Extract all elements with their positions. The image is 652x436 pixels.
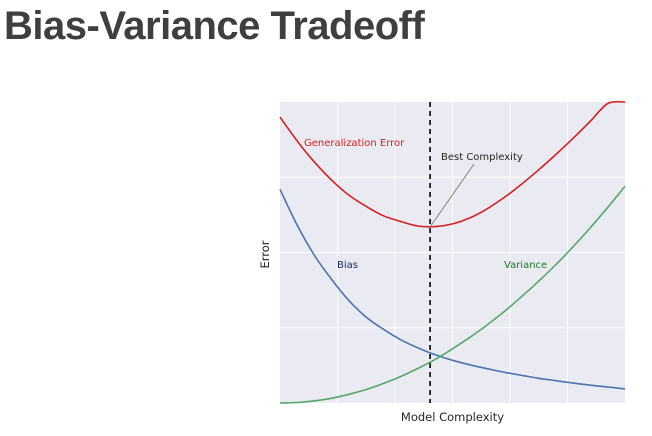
generalization-error-curve	[279, 100, 626, 228]
variance-label: Variance	[504, 260, 547, 271]
slide-title: Bias-Variance Tradeoff	[4, 4, 425, 48]
bias-curve	[279, 188, 626, 390]
series-labels: Bias Variance Generalization Error	[304, 138, 547, 271]
annotation-best-complexity: Best Complexity	[441, 152, 523, 163]
x-axis-label: Model Complexity	[401, 410, 504, 424]
annotation-arrow	[429, 163, 475, 228]
variance-curve	[279, 185, 626, 404]
y-axis-label: Error	[258, 240, 272, 268]
generalization-error-label: Generalization Error	[304, 138, 405, 149]
bias-label: Bias	[337, 260, 358, 271]
curves	[279, 100, 626, 404]
